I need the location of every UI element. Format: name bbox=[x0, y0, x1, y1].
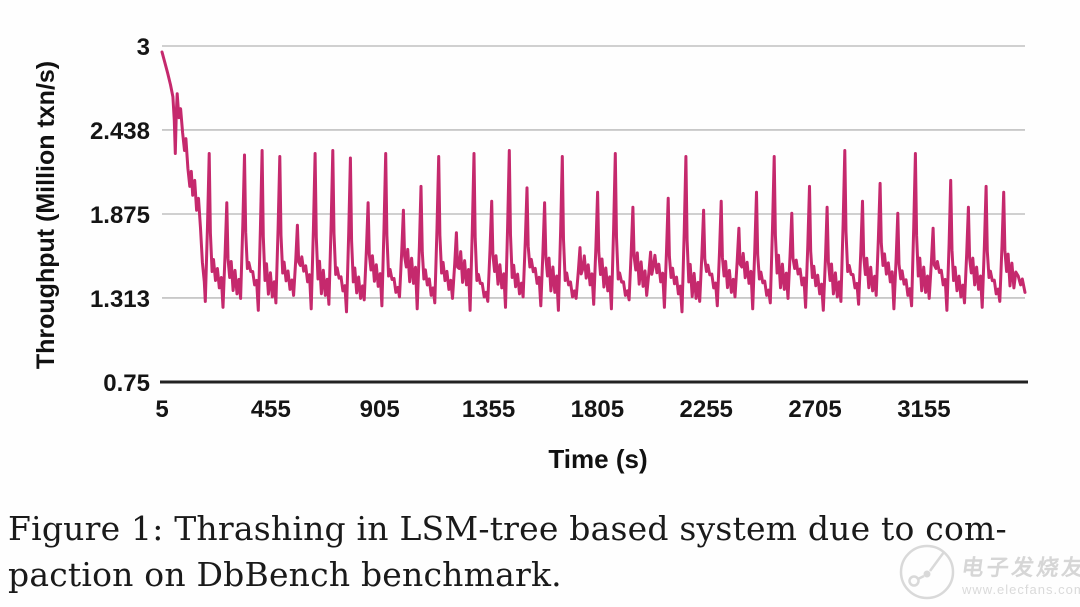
x-tick-label: 2705 bbox=[788, 396, 841, 423]
x-tick-label: 2255 bbox=[680, 396, 733, 423]
throughput-chart: 3 2.438 1.875 1.313 0.75 5 455 905 1355 1805 2255 2… bbox=[32, 34, 1028, 474]
throughput-line bbox=[160, 50, 1027, 314]
caption-line-1: Figure 1: Thrashing in LSM-tree based sy… bbox=[8, 509, 1007, 548]
watermark-brand-text: 电子发烧友 bbox=[960, 554, 1080, 580]
y-tick-label: 2.438 bbox=[90, 118, 150, 145]
x-tick-label: 455 bbox=[251, 396, 291, 423]
y-tick-label: 0.75 bbox=[103, 370, 150, 397]
watermark-url-text: www.elecfans.com bbox=[962, 581, 1080, 597]
y-tick-label: 3 bbox=[137, 34, 150, 61]
x-tick-label: 1805 bbox=[571, 396, 624, 423]
caption-line-2: paction on DbBench benchmark. bbox=[8, 555, 562, 594]
x-tick-label: 5 bbox=[155, 396, 168, 423]
x-axis-label: Time (s) bbox=[548, 444, 648, 474]
chart-canvas: 3 2.438 1.875 1.313 0.755 455 905 1355 1805 2255 2… bbox=[90, 34, 1028, 423]
y-tick-label: 1.313 bbox=[90, 286, 150, 313]
y-tick-label: 1.875 bbox=[90, 202, 150, 229]
y-axis-label: Throughput (Million txn/s) bbox=[32, 60, 60, 370]
x-tick-label: 3155 bbox=[897, 396, 950, 423]
figure-caption: Figure 1: Thrashing in LSM-tree based sy… bbox=[8, 506, 1074, 598]
watermark: 电子发烧友 www.elecfans.com bbox=[896, 540, 1080, 606]
circuit-trace-logo-icon bbox=[896, 540, 958, 607]
x-tick-label: 1355 bbox=[462, 396, 515, 423]
x-tick-label: 905 bbox=[360, 396, 400, 423]
